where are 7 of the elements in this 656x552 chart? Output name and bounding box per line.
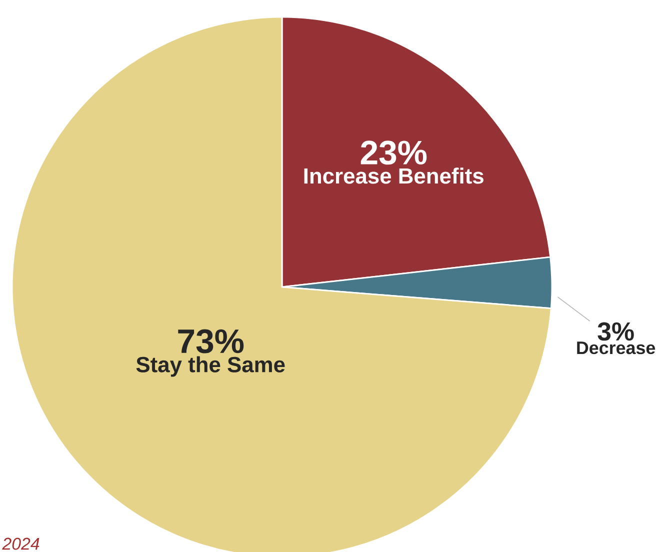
data-label: 23% [360,140,427,165]
text: 2024 [2,538,40,550]
data-label: 3% [598,322,634,341]
slice-label: Increase Benefits [304,168,484,184]
data-label: 73% [178,329,244,354]
slice-label: Decrease [577,342,656,354]
slice-label: Stay the Same [136,356,285,377]
